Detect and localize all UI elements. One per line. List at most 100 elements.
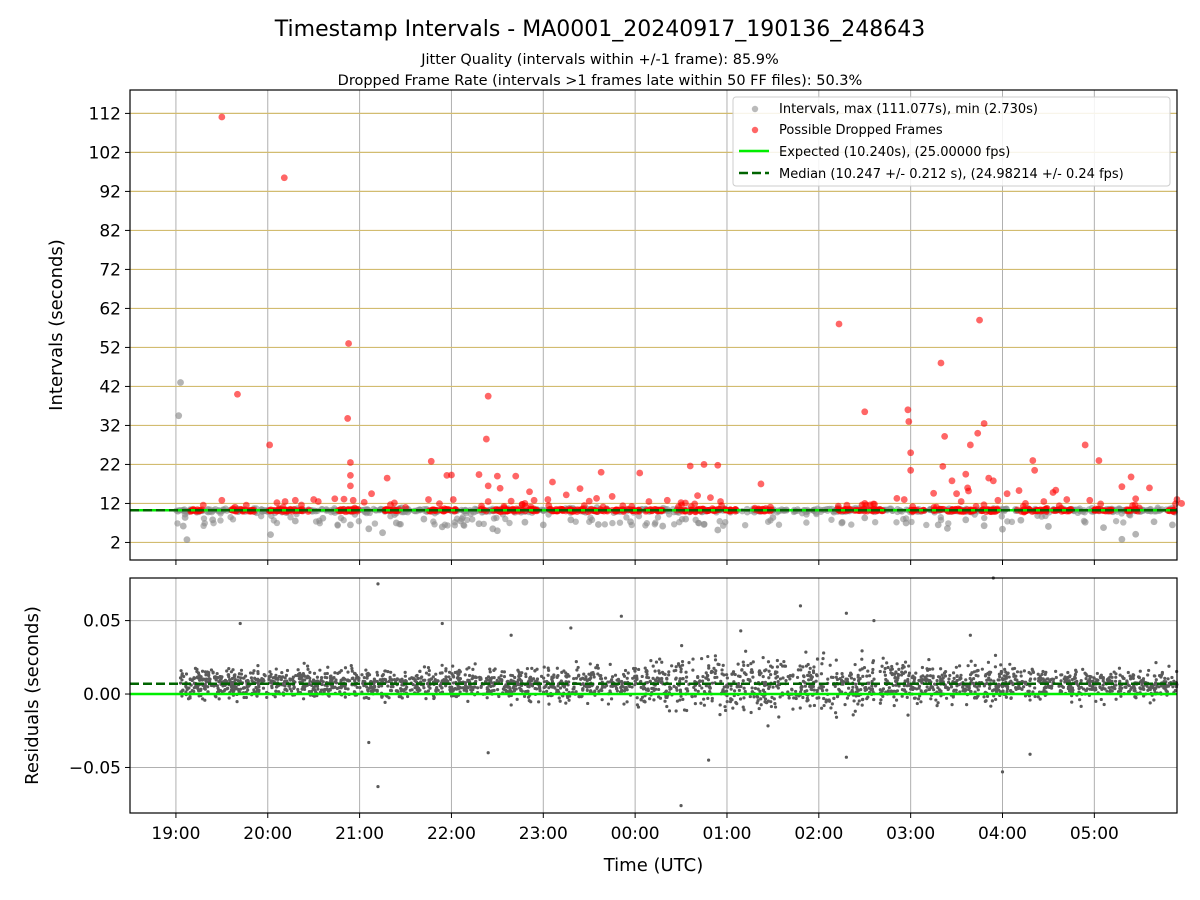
residual-point (920, 665, 925, 670)
residual-point (941, 676, 945, 680)
residual-point (383, 677, 388, 682)
residual-point (856, 673, 860, 677)
residual-point (968, 689, 973, 693)
residual-point (707, 758, 711, 762)
residual-point (799, 684, 804, 689)
residual-point (403, 674, 407, 678)
residual-point (866, 695, 870, 699)
dropped-frame-point (266, 441, 273, 449)
residual-point (667, 670, 671, 674)
residual-point (274, 689, 278, 693)
residual-point (899, 673, 904, 677)
interval-point (594, 521, 602, 528)
residual-point (1105, 689, 1109, 693)
residual-point (309, 689, 314, 694)
dropped-frame-point (907, 466, 915, 474)
dropped-frame-point (1086, 496, 1094, 504)
residual-point (463, 681, 468, 685)
residual-point (447, 670, 452, 674)
residual-point (791, 707, 795, 711)
residual-point (354, 676, 359, 680)
x-tick-label: 21:00 (335, 824, 384, 844)
residual-point (929, 684, 933, 688)
residual-point (844, 611, 848, 615)
interval-point (893, 519, 900, 526)
dropped-frame-point (907, 449, 915, 457)
residual-point (288, 678, 293, 682)
residual-point (323, 672, 327, 676)
residual-point (871, 667, 875, 672)
residual-point (507, 685, 511, 689)
interval-point (999, 525, 1006, 533)
residual-point (587, 672, 591, 676)
residual-point (1028, 678, 1032, 683)
interval-point (587, 514, 594, 521)
residual-point (513, 675, 517, 680)
residual-point (824, 700, 828, 704)
residual-point (751, 660, 755, 664)
dropped-frame-point (427, 457, 435, 465)
residual-point (1027, 670, 1031, 675)
residual-point (751, 675, 755, 679)
residual-point (248, 671, 253, 675)
residual-point (654, 660, 659, 664)
x-tick-label: 19:00 (151, 824, 200, 844)
residual-point (693, 679, 697, 684)
residual-point (853, 709, 857, 713)
dropped-frame-point (994, 496, 1002, 504)
residual-point (652, 698, 656, 702)
residual-point (949, 685, 954, 689)
residual-point (375, 689, 379, 693)
residual-point (790, 688, 794, 692)
residual-point (1021, 685, 1026, 689)
dropped-frame-point (549, 478, 556, 486)
residual-point (333, 671, 337, 675)
dropped-frame-point (484, 482, 492, 490)
residual-point (815, 674, 819, 678)
legend-label-median: Median (10.247 +/- 0.212 s), (24.98214 +… (779, 167, 1124, 182)
residual-point (835, 671, 839, 676)
residual-point (746, 663, 750, 668)
residual-point (856, 702, 860, 706)
residual-point (911, 687, 915, 692)
residual-point (238, 687, 243, 691)
residual-point (731, 706, 735, 710)
residual-point (592, 675, 596, 679)
residual-point (566, 673, 570, 677)
residual-point (866, 669, 870, 673)
residual-point (472, 675, 477, 679)
residual-point (952, 688, 956, 692)
residual-point (987, 686, 992, 690)
interval-point (183, 536, 191, 544)
residual-point (753, 686, 758, 690)
residual-point (1138, 669, 1142, 673)
residual-point (810, 687, 814, 692)
residual-point (895, 662, 899, 666)
residual-point (894, 698, 899, 702)
residual-point (690, 694, 694, 698)
residual-point (180, 689, 184, 693)
residual-point (1002, 674, 1007, 678)
residual-point (614, 684, 618, 688)
residual-point (1141, 677, 1146, 681)
interval-point (337, 514, 345, 522)
x-tick-label: 01:00 (702, 824, 751, 844)
residual-point (488, 670, 492, 674)
residual-point (619, 614, 623, 618)
interval-point (1120, 519, 1127, 526)
residual-point (623, 668, 628, 673)
residual-point (773, 670, 778, 674)
residual-point (854, 682, 858, 686)
residual-point (929, 697, 933, 701)
residual-point (242, 695, 246, 700)
residual-point (822, 651, 826, 655)
residual-point (845, 696, 850, 700)
residual-point (206, 685, 210, 689)
residual-point (1100, 687, 1104, 691)
residual-point (383, 700, 387, 704)
residual-point (1134, 696, 1138, 700)
residual-point (741, 705, 745, 709)
x-tick-label: 03:00 (886, 824, 935, 844)
dropped-frame-point (448, 471, 455, 479)
residual-point (966, 664, 970, 668)
